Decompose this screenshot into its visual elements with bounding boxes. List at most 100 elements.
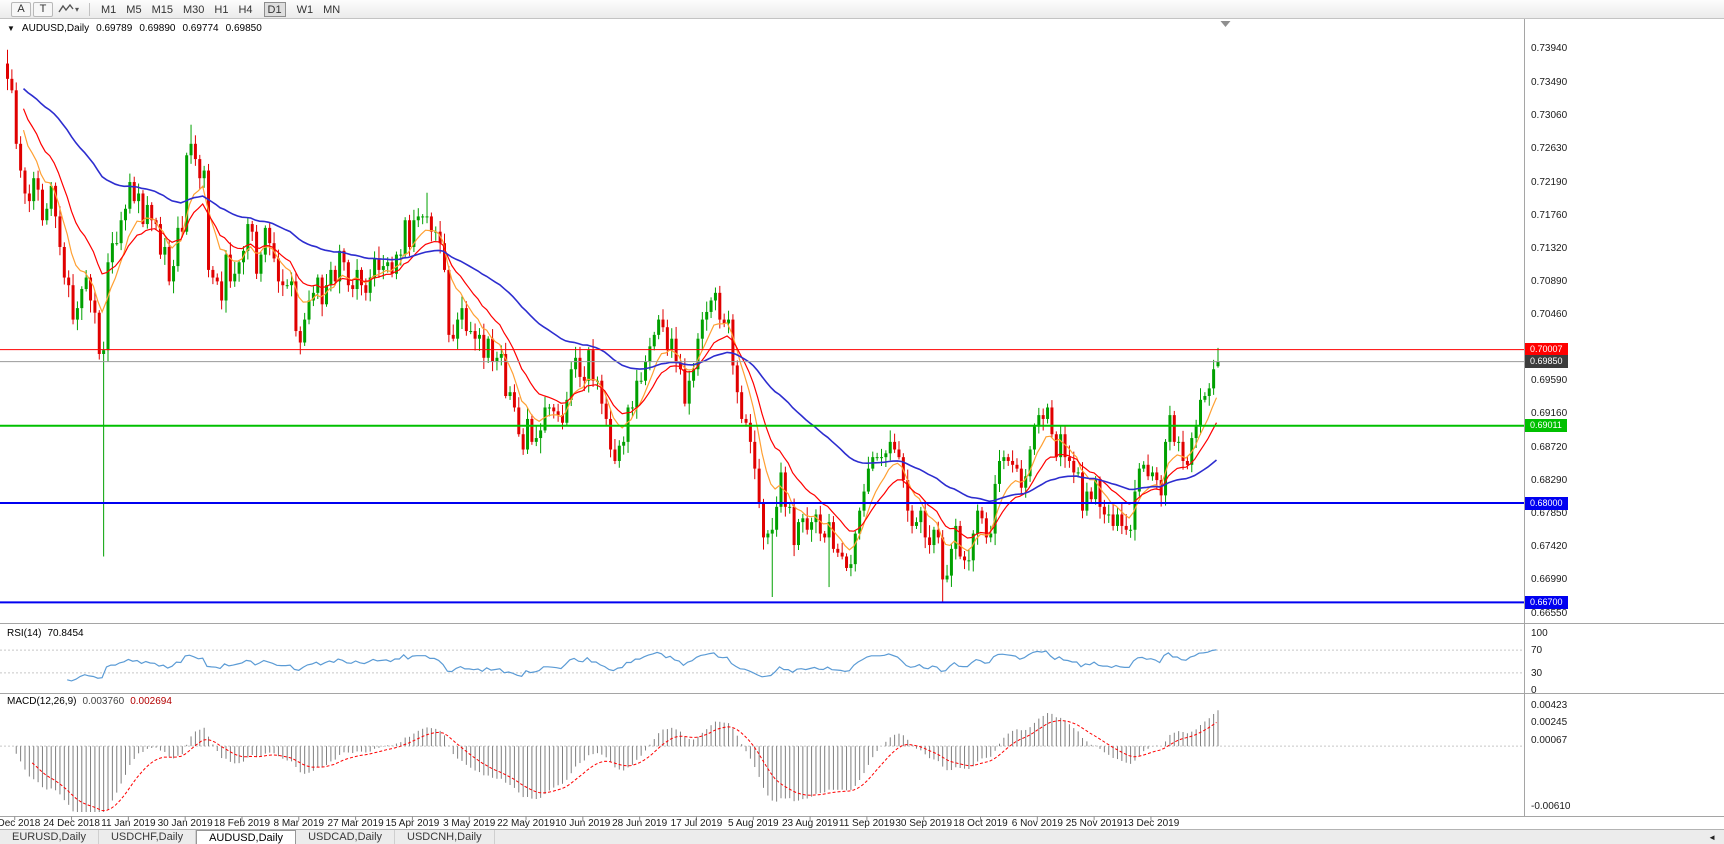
chart-shift-marker[interactable] <box>1220 21 1231 27</box>
tool-button-T[interactable]: T <box>33 1 53 17</box>
macd-name: MACD(12,26,9) <box>7 696 77 707</box>
price-tick: 0.69160 <box>1531 408 1568 420</box>
timeframe-M15[interactable]: M15 <box>151 3 173 16</box>
price-tick: 0.67850 <box>1531 508 1568 520</box>
date-tick: 11 Sep 2019 <box>838 818 895 829</box>
date-tick: 5 Dec 2018 <box>0 818 41 829</box>
macd-tick: -0.00610 <box>1531 801 1571 813</box>
timeframe-M30[interactable]: M30 <box>182 3 205 16</box>
price-tick: 0.68720 <box>1531 441 1568 453</box>
date-tick: 30 Jan 2019 <box>157 818 213 829</box>
panel-separator <box>0 19 1724 817</box>
symbol-period-label: AUDUSD,Daily <box>21 23 90 34</box>
date-tick: 17 Jul 2019 <box>670 818 723 829</box>
timeframe-buttons: M1 M5 M15 M30 H1 H4 D1 W1 MN <box>96 1 345 17</box>
macd-tick: 0.00423 <box>1531 699 1568 711</box>
date-tick: 24 Dec 2018 <box>43 818 100 829</box>
macd-tick: 0.00245 <box>1531 717 1568 729</box>
macd-tick: 0.00067 <box>1531 734 1568 746</box>
timeframe-W1[interactable]: W1 <box>296 3 314 16</box>
date-tick: 3 May 2019 <box>443 818 496 829</box>
tool-button-A[interactable]: A <box>11 1 31 17</box>
date-tick: 18 Oct 2019 <box>953 818 1008 829</box>
timeframe-D1[interactable]: D1 <box>263 1 286 17</box>
date-tick: 11 Jan 2019 <box>101 818 156 829</box>
tab-EURUSD[interactable]: EURUSD,Daily <box>0 830 99 844</box>
macd-main-value: 0.003760 <box>82 696 125 707</box>
macd-signal-line <box>31 720 1217 812</box>
tab-USDCNH[interactable]: USDCNH,Daily <box>395 830 495 844</box>
date-tick: 23 Aug 2019 <box>781 818 839 829</box>
tab-USDCHF[interactable]: USDCHF,Daily <box>99 830 197 844</box>
price-tag-0.70007: 0.70007 <box>1525 343 1568 357</box>
price-tick: 0.70890 <box>1531 276 1568 288</box>
chevron-down-icon: ▾ <box>75 4 80 14</box>
price-tick: 0.73060 <box>1531 110 1568 122</box>
polyline-chart-icon <box>58 3 74 13</box>
date-tick: 27 Mar 2019 <box>327 818 384 829</box>
timeframe-MN[interactable]: MN <box>323 3 341 16</box>
rsi-value: 70.8454 <box>47 628 84 639</box>
macd-signal-value: 0.002694 <box>130 696 172 707</box>
date-tick: 13 Dec 2019 <box>1122 818 1180 829</box>
price-tick: 0.67420 <box>1531 541 1568 553</box>
price-tick: 0.71760 <box>1531 209 1568 221</box>
price-tag-0.69011: 0.69011 <box>1525 419 1567 433</box>
date-tick: 25 Nov 2019 <box>1065 818 1123 829</box>
ohlc-open: 0.69789 <box>96 23 133 34</box>
tab-AUDUSD[interactable]: AUDUSD,Daily <box>196 830 297 844</box>
rsi-line <box>67 649 1217 682</box>
date-tick: 15 Apr 2019 <box>385 818 440 829</box>
timeframe-M1[interactable]: M1 <box>101 3 117 16</box>
price-tick: 0.73940 <box>1531 43 1568 55</box>
rsi-name: RSI(14) <box>7 628 42 639</box>
date-tick: 10 Jun 2019 <box>555 818 611 829</box>
date-tick: 5 Aug 2019 <box>727 818 779 829</box>
price-tick: 0.68290 <box>1531 474 1568 486</box>
rsi-tick: 30 <box>1531 667 1543 679</box>
price-tick: 0.66990 <box>1531 574 1568 586</box>
tab-scroll-left-icon[interactable]: ◄ <box>1708 832 1716 842</box>
rsi-tick: 0 <box>1531 685 1537 696</box>
ohlc-low: 0.69774 <box>182 23 219 34</box>
date-tick: 28 Jun 2019 <box>612 818 668 829</box>
price-tick: 0.69590 <box>1531 375 1568 387</box>
price-tick: 0.73490 <box>1531 77 1568 89</box>
rsi-label: RSI(14) 70.8454 <box>7 628 84 639</box>
collapse-icon[interactable]: ▼ <box>7 24 15 33</box>
chart-tab-bar: EURUSD,Daily USDCHF,Daily AUDUSD,Daily USDC… <box>0 829 1724 844</box>
date-tick: 6 Nov 2019 <box>1011 818 1063 829</box>
macd-label: MACD(12,26,9) 0.003760 0.002694 <box>7 696 172 707</box>
price-tick: 0.66550 <box>1531 607 1568 619</box>
date-tick: 22 May 2019 <box>497 818 555 829</box>
ma-fast-line <box>22 129 1218 552</box>
macd-histogram <box>15 710 1219 812</box>
tab-USDCAD[interactable]: USDCAD,Daily <box>296 830 396 844</box>
timeframe-H1[interactable]: H1 <box>214 3 229 16</box>
price-tick: 0.72630 <box>1531 143 1568 155</box>
price-tag-0.66700: 0.66700 <box>1525 595 1568 609</box>
chart-type-button[interactable]: ▾ <box>56 2 81 17</box>
date-tick: 18 Feb 2019 <box>213 818 271 829</box>
rsi-tick: 100 <box>1531 628 1548 639</box>
ohlc-high: 0.69890 <box>139 23 176 34</box>
date-tick: 8 Mar 2019 <box>273 818 325 829</box>
timeframe-M5[interactable]: M5 <box>126 3 142 16</box>
timeframe-H4[interactable]: H4 <box>238 3 253 16</box>
price-tag-0.68000: 0.68000 <box>1525 496 1568 510</box>
chart-header: ▼ AUDUSD,Daily 0.69789 0.69890 0.69774 0… <box>7 23 262 34</box>
price-tick: 0.71320 <box>1531 243 1568 255</box>
date-tick: 30 Sep 2019 <box>895 818 953 829</box>
rsi-tick: 70 <box>1531 645 1543 657</box>
ohlc-close: 0.69850 <box>225 23 262 34</box>
toolbar-separator <box>89 2 91 16</box>
candlesticks[interactable] <box>6 49 1220 603</box>
price-tick: 0.70460 <box>1531 309 1568 320</box>
ma-mid-line <box>22 108 1218 539</box>
bid-price-tag: 0.69850 <box>1525 355 1568 369</box>
price-tick: 0.72190 <box>1531 176 1568 188</box>
